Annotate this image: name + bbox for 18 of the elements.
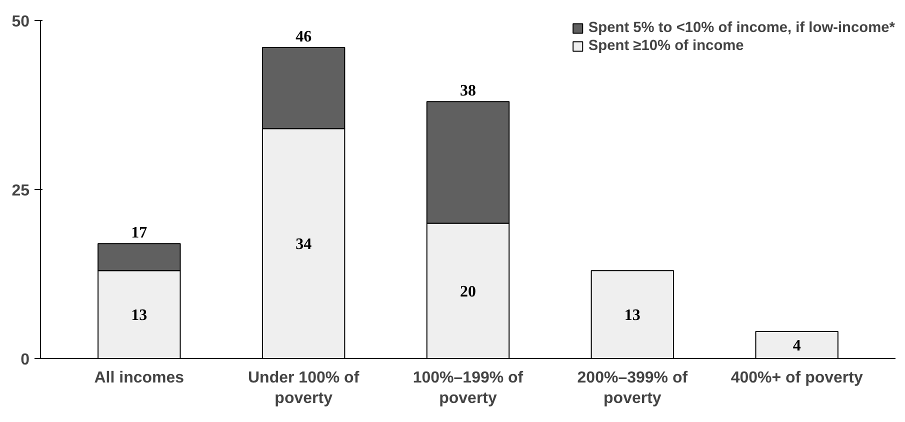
total-label: 17 <box>131 224 148 242</box>
data-label: 34 <box>296 236 312 254</box>
x-tick-label: Under 100% of poverty <box>248 370 360 407</box>
data-label: 13 <box>131 307 148 324</box>
legend-label: Spent 5% to <10% of income, if low-income* <box>588 20 895 36</box>
data-label: 4 <box>792 337 801 354</box>
x-tick-label: 200%–399% of poverty <box>577 370 688 407</box>
x-tick-label: 100%–199% of poverty <box>412 370 524 407</box>
x-tick-label: All incomes <box>94 370 184 386</box>
total-label: 46 <box>296 28 312 46</box>
y-tick-label: 0 <box>20 352 30 368</box>
total-label: 38 <box>460 82 476 100</box>
data-label: 13 <box>624 307 640 324</box>
x-tick-label: 400%+ of poverty <box>730 370 863 386</box>
y-tick-label: 50 <box>12 14 30 30</box>
data-label: 20 <box>460 283 476 300</box>
y-tick-label: 25 <box>12 182 30 200</box>
legend-label: Spent ≥10% of income <box>588 38 744 54</box>
